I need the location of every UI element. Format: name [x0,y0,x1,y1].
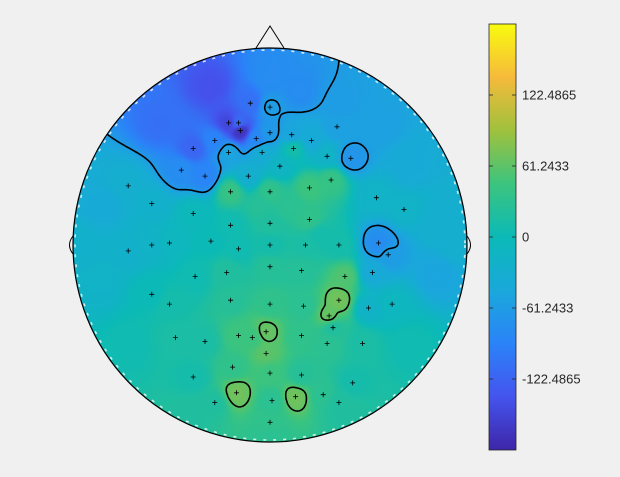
electrode-marker [267,370,273,376]
electrode-marker [336,297,342,303]
electrode-marker [267,189,273,195]
electrode-marker [299,268,304,274]
head-rim-dashes [74,49,466,441]
electrode-marker [299,372,304,378]
electrode-marker [334,124,340,130]
electrode-marker [247,100,253,106]
electrode-marker [293,394,299,400]
electrode-marker [226,120,232,126]
electrode-marker [202,339,208,344]
electrode-marker [326,313,332,319]
electrode-marker [236,246,241,252]
electrode-marker [324,341,330,346]
electrode-marker [149,201,155,207]
electrode-marker [389,301,395,307]
electrode-marker [303,242,308,248]
electrode-marker [236,333,241,339]
electrode-marker [269,398,275,404]
electrode-marker [212,400,218,406]
electrode-marker [228,222,234,228]
electrode-marker [375,240,381,246]
electrode-marker [342,274,348,279]
electrode-marker [236,120,241,126]
left-ear-outline [69,235,74,255]
electrode-marker [328,177,334,183]
electrode-marker [267,301,273,307]
electrode-marker [226,149,232,155]
electrode-marker [212,138,218,144]
electrode-marker [366,305,371,311]
electrode-marker [360,341,366,346]
electrode-markers [125,100,407,425]
electrode-marker [253,136,259,142]
electrode-marker [308,138,314,144]
colorbar-tick-label: 122.4865 [522,88,576,103]
electrode-marker [336,400,342,406]
electrode-marker [230,364,236,370]
electrode-marker [149,242,155,248]
electrode-marker [190,374,196,380]
electrode-marker [306,185,312,191]
electrode-marker [234,390,239,396]
electrode-marker [167,240,172,246]
electrode-marker [263,350,269,356]
electrode-marker [245,173,251,179]
electrode-marker [299,333,304,339]
electrode-marker [291,146,297,151]
electrode-marker [350,380,356,386]
electrode-marker [336,242,342,248]
electrode-marker [385,252,391,258]
electrode-marker [125,248,131,254]
electrode-marker [369,270,375,276]
electrode-marker [373,195,379,201]
electrode-marker [192,274,198,279]
electrode-marker [401,207,407,212]
electrode-marker [267,220,273,226]
electrode-marker [228,189,234,195]
electrode-marker [190,211,196,216]
electrode-marker [306,216,312,222]
electrode-marker [263,329,269,335]
head-outline [72,47,468,443]
electrode-marker [348,155,354,161]
electrode-marker [259,149,265,155]
electrode-marker [277,163,283,169]
electrode-marker [267,264,273,270]
right-ear-outline [466,235,471,255]
electrode-marker [149,291,155,297]
electrode-marker [324,153,330,159]
colorbar-tick-label: -61.2433 [522,300,573,315]
electrode-marker [249,335,255,341]
electrode-marker [190,146,196,151]
colorbar-tick-label: 0 [522,230,529,245]
electrode-marker [330,325,336,331]
electrode-marker [320,392,326,398]
nose-outline [255,25,285,49]
electrode-marker [301,303,306,309]
colorbar [488,23,517,451]
electrode-marker [224,270,230,276]
electrode-marker [267,104,273,110]
electrode-marker [172,335,178,341]
electrode-marker [178,167,184,173]
electrode-marker [125,183,131,189]
colorbar-ticks: 122.4865 61.2433 0 -61.2433 -122.4865 [489,88,581,386]
electrode-marker [267,242,273,248]
electrode-marker [202,173,208,179]
electrode-marker [267,419,273,425]
electrode-marker [228,297,234,303]
electrode-marker [208,238,214,244]
electrode-marker [289,132,295,138]
electrode-marker [267,130,273,136]
colorbar-tick-label: -122.4865 [522,371,581,386]
contour-level-1 [225,287,351,412]
colorbar-tick-label: 61.2433 [522,159,569,174]
electrode-marker [237,128,243,134]
electrode-marker [167,301,172,307]
